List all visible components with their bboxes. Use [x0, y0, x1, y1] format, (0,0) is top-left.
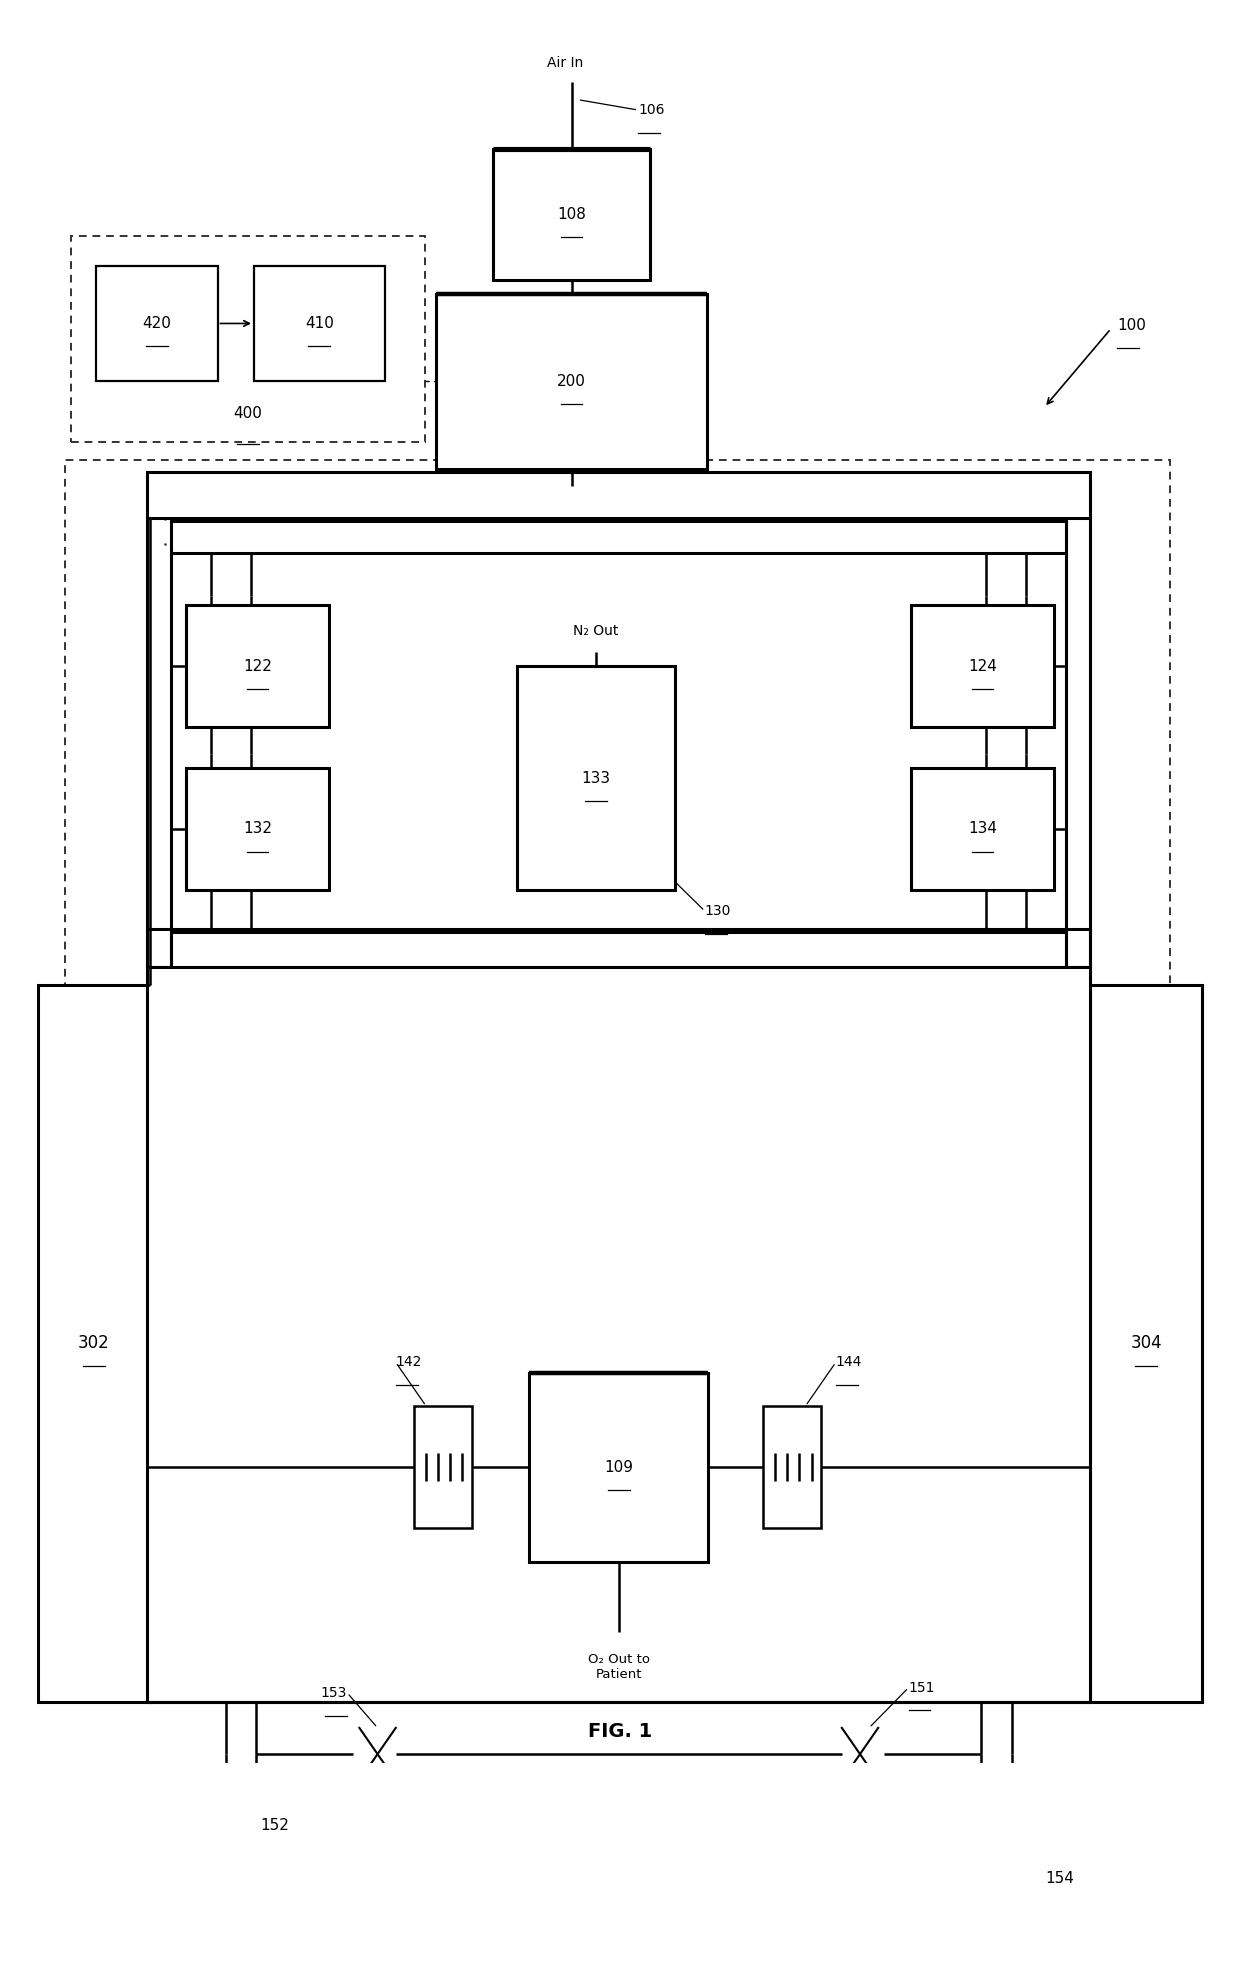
- Text: 122: 122: [243, 659, 272, 673]
- Text: 100: 100: [1117, 318, 1146, 334]
- Bar: [414, 1407, 472, 1528]
- Text: 420: 420: [143, 316, 171, 332]
- Text: 154: 154: [1045, 1872, 1075, 1885]
- Text: O₂ Out to
Patient: O₂ Out to Patient: [588, 1652, 650, 1681]
- Text: 108: 108: [557, 206, 587, 222]
- Bar: [71, 235, 425, 441]
- Bar: [517, 667, 675, 891]
- Text: 200: 200: [557, 373, 587, 388]
- Text: N₂ Out: N₂ Out: [573, 624, 619, 638]
- Text: 153: 153: [321, 1685, 347, 1699]
- Bar: [763, 1407, 821, 1528]
- Text: 134: 134: [968, 822, 997, 836]
- Text: 109: 109: [604, 1460, 634, 1475]
- Bar: [64, 459, 1171, 1701]
- Bar: [911, 604, 1054, 728]
- Text: 152: 152: [260, 1819, 289, 1833]
- Text: 142: 142: [396, 1356, 422, 1369]
- Bar: [38, 985, 150, 1701]
- Text: 302: 302: [78, 1334, 110, 1352]
- Text: 151: 151: [909, 1681, 935, 1695]
- Bar: [148, 473, 1090, 518]
- Bar: [254, 265, 384, 381]
- Text: Air In: Air In: [547, 55, 584, 71]
- Text: 400: 400: [233, 406, 263, 422]
- Text: 304: 304: [1131, 1334, 1162, 1352]
- Bar: [186, 767, 329, 891]
- Text: 132: 132: [243, 822, 272, 836]
- Bar: [911, 767, 1054, 891]
- Bar: [148, 967, 1090, 1701]
- Bar: [186, 604, 329, 728]
- Bar: [435, 294, 707, 469]
- Text: 106: 106: [639, 104, 665, 118]
- Text: 130: 130: [704, 904, 732, 918]
- Text: FIG. 1: FIG. 1: [588, 1723, 652, 1740]
- Bar: [97, 265, 217, 381]
- Bar: [215, 1783, 335, 1868]
- Bar: [492, 149, 650, 281]
- Bar: [171, 932, 1066, 971]
- Text: 133: 133: [582, 771, 610, 785]
- Text: 144: 144: [836, 1356, 862, 1369]
- Bar: [148, 928, 1090, 967]
- Bar: [171, 522, 1066, 553]
- Text: 124: 124: [968, 659, 997, 673]
- Text: 410: 410: [305, 316, 334, 332]
- Bar: [1090, 985, 1202, 1701]
- Bar: [529, 1373, 708, 1562]
- Bar: [999, 1836, 1121, 1921]
